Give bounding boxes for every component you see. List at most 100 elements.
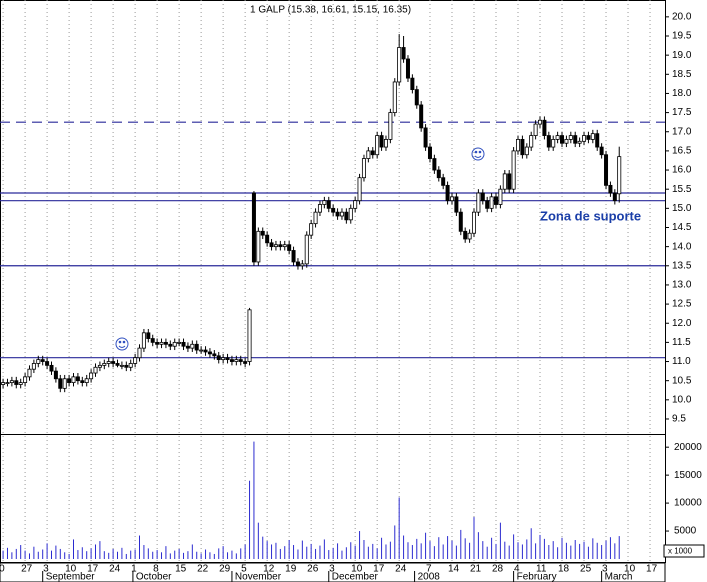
x-tick-label: 10	[624, 564, 636, 575]
month-label: March	[605, 572, 633, 582]
candle-body	[507, 173, 512, 190]
x-tick-label: 0	[0, 564, 5, 575]
candle-body	[102, 363, 107, 366]
candle-body	[493, 196, 498, 205]
candle-body	[331, 207, 336, 213]
candle-body	[414, 89, 419, 106]
candle-body	[317, 204, 322, 213]
candle-body	[357, 177, 362, 202]
candle-body	[168, 343, 173, 347]
x-tick-label: 3	[602, 564, 608, 575]
candle-body	[520, 139, 525, 156]
x-tick-label: 10	[65, 564, 77, 575]
y-tick-label: 10.5	[672, 375, 692, 386]
candle-body	[560, 135, 565, 144]
x-tick-label: 17	[373, 564, 385, 575]
candle-body	[58, 378, 63, 389]
candle-body	[498, 188, 503, 205]
candle-body	[366, 150, 371, 159]
candle-body	[401, 47, 406, 60]
candle-body	[542, 119, 547, 136]
candle-body	[441, 177, 446, 186]
candle-body	[300, 263, 305, 267]
candle-body	[449, 196, 454, 202]
candle-body	[71, 376, 76, 383]
candle-body	[225, 357, 230, 361]
x-tick-label: 29	[219, 564, 231, 575]
candle-body	[5, 382, 10, 384]
x-tick-label: 1	[131, 564, 137, 575]
x-tick-label: 26	[307, 564, 319, 575]
candle-body	[128, 363, 133, 368]
x-tick-label: 28	[492, 564, 504, 575]
y-tick-label: 9.5	[672, 414, 686, 425]
x-tick-label: 17	[646, 564, 658, 575]
candle-body	[18, 382, 23, 385]
x-tick-label: 14	[448, 564, 460, 575]
candle-body	[375, 135, 380, 156]
x-axis-frame	[0, 562, 666, 582]
candle-body	[269, 242, 274, 248]
candle-body	[309, 223, 314, 236]
x-tick-label: 21	[470, 564, 482, 575]
candle-body	[485, 200, 490, 209]
candle-body	[243, 361, 248, 364]
candle-body	[212, 353, 217, 357]
candle-body	[177, 341, 182, 344]
candle-body	[172, 341, 177, 347]
candle-body	[458, 211, 463, 232]
candle-body	[137, 347, 142, 359]
candle-body	[27, 368, 32, 378]
candle-body	[238, 359, 243, 362]
candle-body	[36, 359, 41, 364]
candle-body	[278, 244, 283, 248]
candle-body	[511, 150, 516, 190]
chart-title: 1 GALP (15.38, 16.61, 15.15, 16.35)	[250, 5, 411, 16]
candle-body	[533, 123, 538, 136]
volume-tick-label: 15000	[674, 470, 702, 481]
candle-body	[555, 135, 560, 140]
y-tick-label: 16.5	[672, 146, 692, 157]
y-tick-label: 17.5	[672, 107, 692, 118]
candle-body	[273, 244, 278, 248]
month-label: November	[235, 572, 282, 582]
candle-body	[313, 211, 318, 225]
candle-body	[260, 230, 265, 236]
candle-body	[80, 380, 85, 383]
candle-body	[111, 361, 116, 364]
candle-body	[23, 376, 28, 383]
candle-body	[295, 261, 300, 267]
candle-body	[304, 234, 309, 265]
candle-body	[397, 47, 402, 83]
candle-body	[405, 58, 410, 79]
candle-body	[155, 341, 160, 345]
candle-body	[489, 196, 494, 209]
candle-body	[564, 139, 569, 144]
candle-body	[445, 184, 450, 202]
month-label: September	[46, 572, 96, 582]
candle-body	[604, 154, 609, 186]
y-tick-label: 19.0	[672, 50, 692, 61]
candle-body	[251, 192, 256, 263]
candle-body	[141, 332, 146, 349]
candle-body	[53, 370, 58, 380]
candle-body	[62, 378, 67, 389]
candle-body	[106, 361, 111, 364]
candle-body	[133, 357, 138, 364]
candle-body	[524, 146, 529, 156]
x-tick-label: 25	[580, 564, 592, 575]
candle-body	[546, 135, 551, 148]
month-label: December	[332, 572, 379, 582]
candle-body	[49, 364, 54, 372]
candle-body	[194, 343, 199, 351]
candle-body	[339, 211, 344, 217]
candle-body	[115, 363, 120, 366]
candle-body	[265, 234, 270, 244]
candle-body	[97, 364, 102, 368]
unit-box	[663, 544, 705, 558]
candle-body	[40, 359, 45, 362]
candle-body	[291, 250, 296, 263]
candle-body	[185, 345, 190, 349]
candle-body	[590, 133, 595, 140]
candle-body	[568, 135, 573, 140]
